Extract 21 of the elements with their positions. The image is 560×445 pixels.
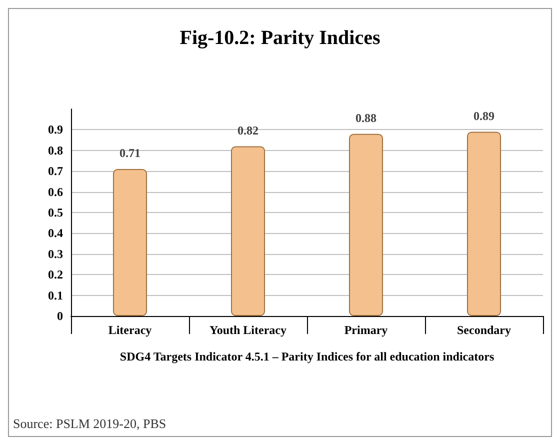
data-label: 0.82 <box>238 123 258 138</box>
y-tick-label: 0 <box>57 309 63 323</box>
y-tick-label: 0.3 <box>48 246 63 261</box>
x-tick-label: Primary <box>344 323 388 337</box>
y-tick-label: 0.1 <box>48 288 63 302</box>
source-note: Source: PSLM 2019-20, PBS <box>13 416 166 431</box>
data-label: 0.71 <box>120 146 140 160</box>
x-tick-label: Secondary <box>457 323 511 337</box>
x-axis-title: SDG4 Targets Indicator 4.5.1 – Parity Indices for all education indicators <box>120 350 494 364</box>
y-tick-label: 0.6 <box>48 184 63 199</box>
data-label: 0.88 <box>356 110 376 125</box>
y-tick-label: 0.4 <box>48 226 63 240</box>
chart-title: Fig-10.2: Parity Indices <box>180 27 380 49</box>
x-tick-label: Youth Literacy <box>210 323 286 337</box>
y-tick-label: 0.7 <box>48 164 63 178</box>
y-tick-label: 0.5 <box>48 206 63 220</box>
x-tick-label: Literacy <box>108 323 152 337</box>
y-tick-label: 0.2 <box>48 268 63 282</box>
data-label: 0.89 <box>474 108 494 123</box>
y-tick-label: 0.9 <box>48 122 63 137</box>
y-tick-label: 0.8 <box>48 143 63 158</box>
